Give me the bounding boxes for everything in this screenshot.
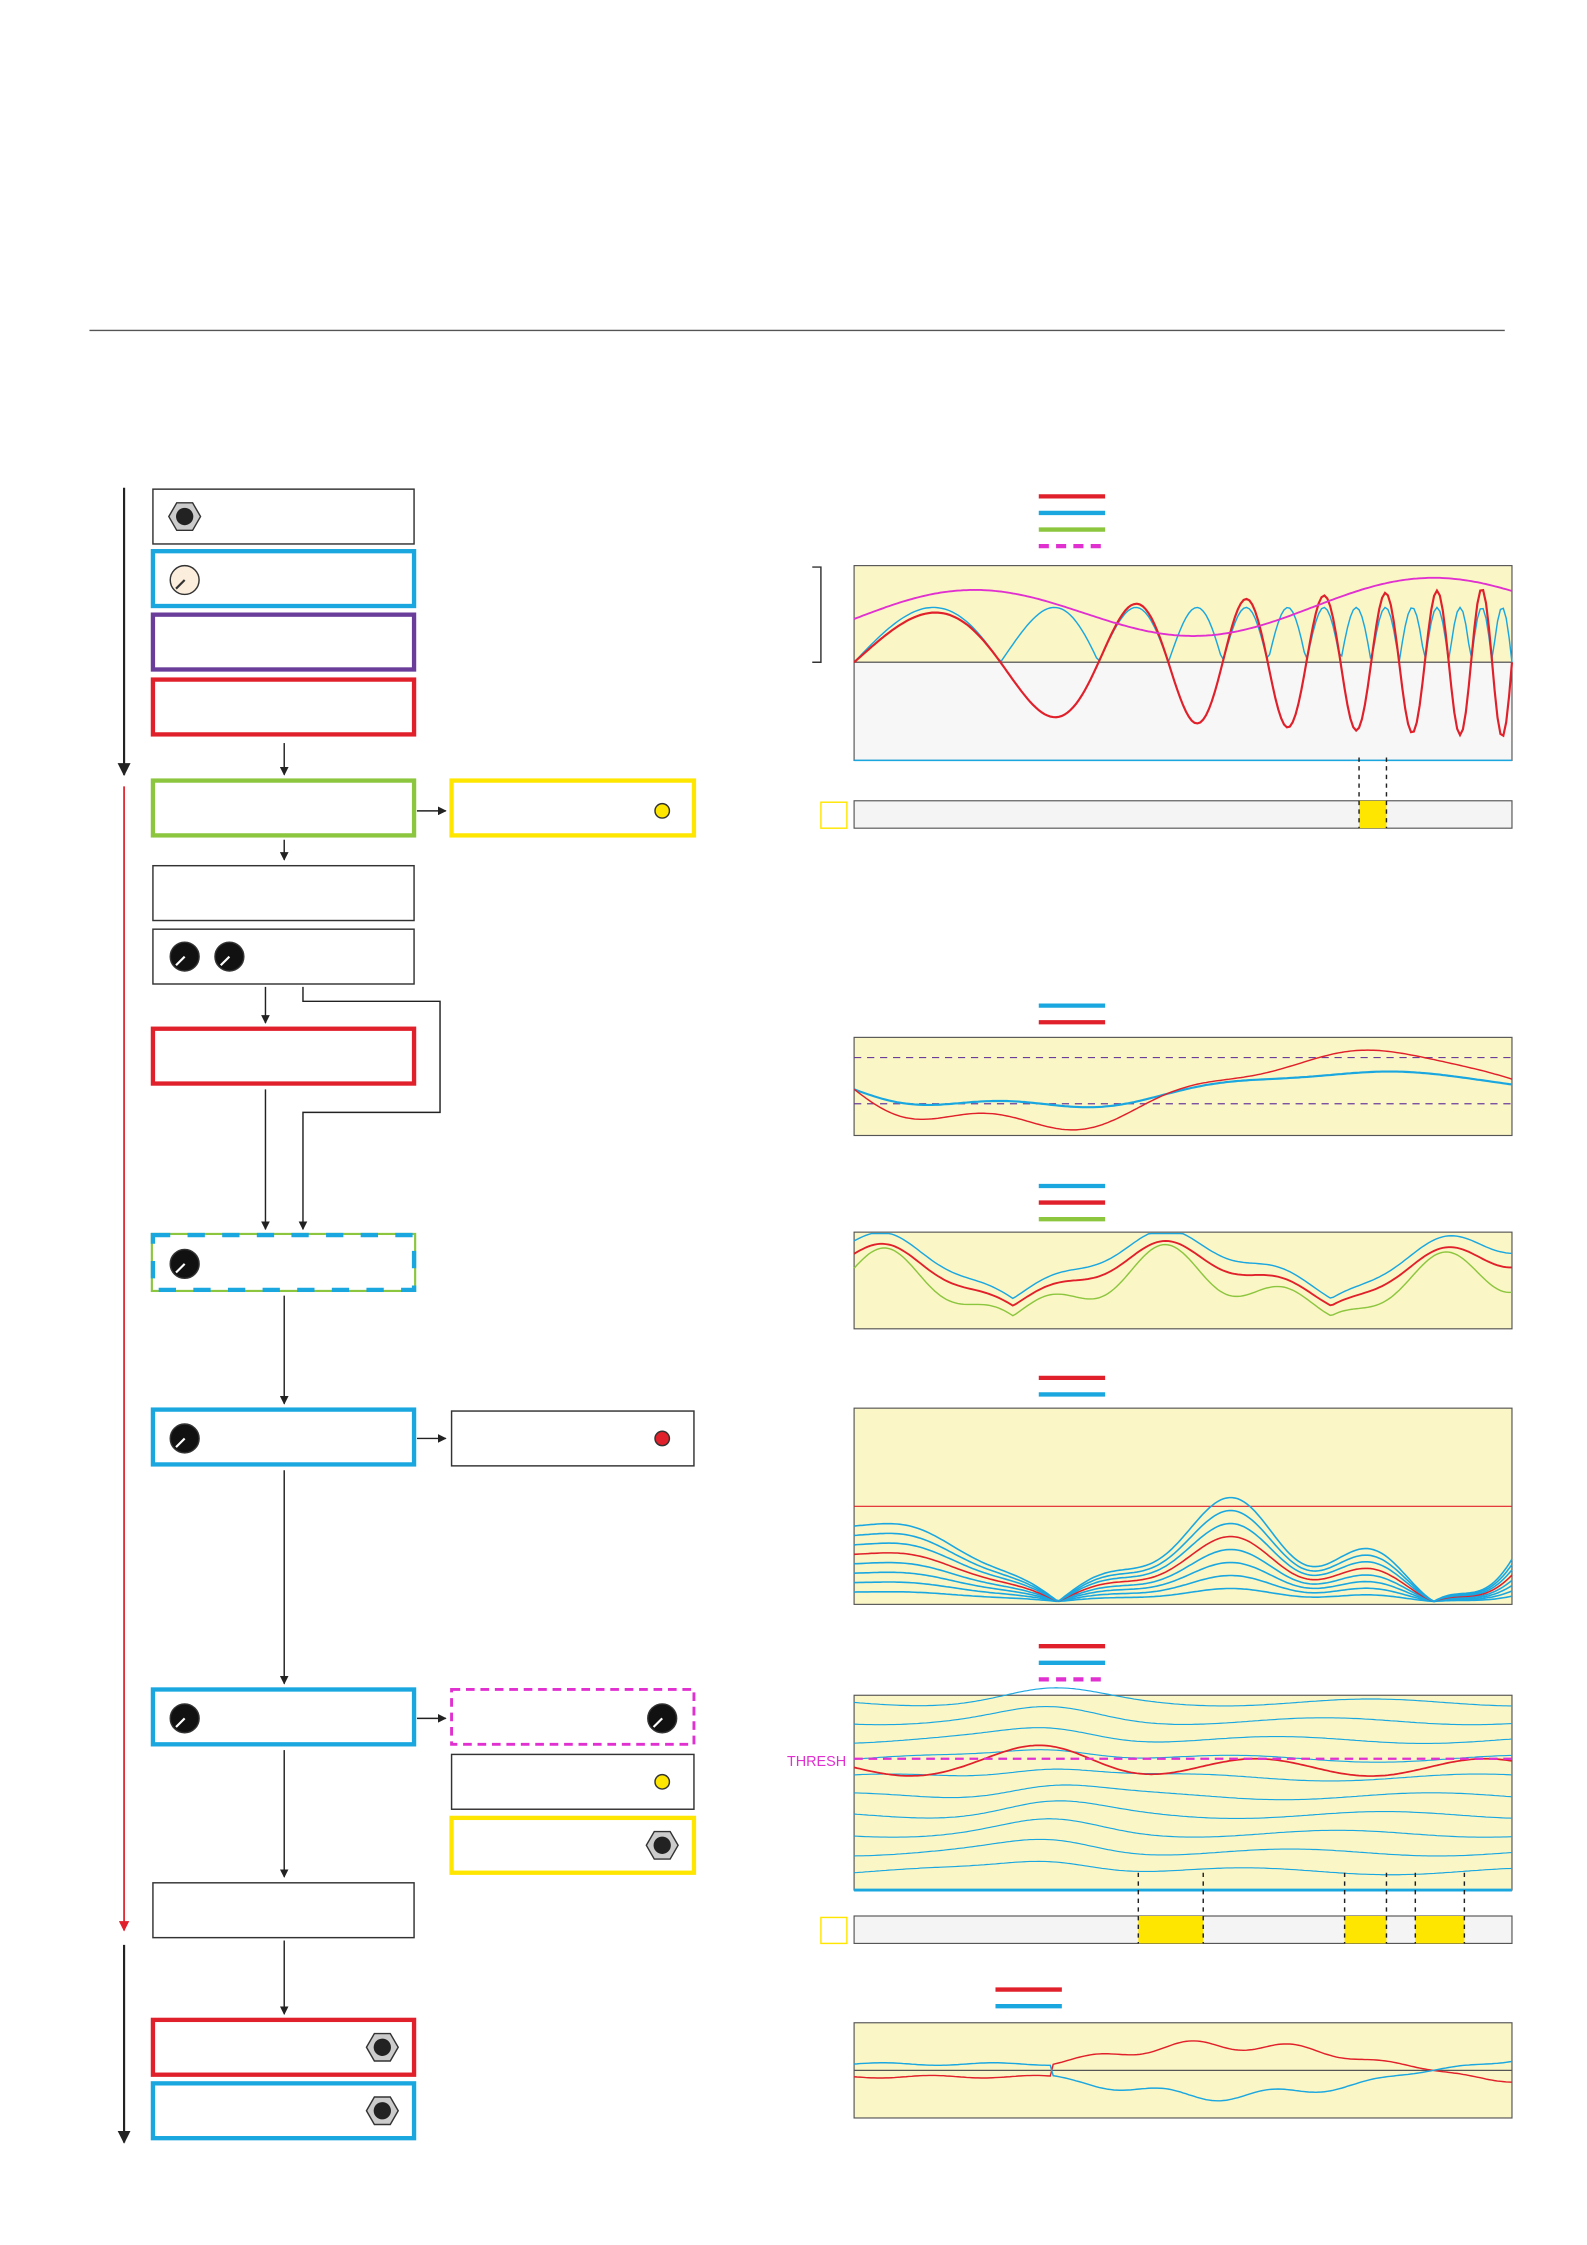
module-box <box>152 1882 415 1939</box>
module-box <box>150 1026 417 1086</box>
knob-pointer <box>652 1717 663 1728</box>
knob <box>169 1248 200 1280</box>
gate-pulse <box>1359 800 1387 829</box>
panel <box>853 1036 1513 1137</box>
knob-pointer <box>175 579 186 590</box>
panel <box>853 1694 1513 1891</box>
module-box <box>152 864 415 922</box>
knob-pointer <box>175 1717 186 1728</box>
led <box>654 802 671 819</box>
threshold-label: THRESH <box>787 1754 846 1770</box>
wave <box>854 1535 1513 1603</box>
wave <box>853 1232 1513 1300</box>
gate-strip <box>853 800 1513 829</box>
wave <box>853 1049 1513 1131</box>
boxes <box>150 488 697 2141</box>
wave <box>854 1860 1513 1876</box>
module-box <box>449 778 697 838</box>
panel <box>853 1231 1513 1330</box>
wave <box>854 2060 1513 2102</box>
wave <box>854 1705 1513 1726</box>
gate-pulse <box>1344 1916 1387 1944</box>
wave <box>854 2040 1513 2083</box>
module-box <box>450 1410 695 1467</box>
led <box>654 1773 671 1790</box>
wave <box>854 1522 1513 1603</box>
wave <box>854 1548 1513 1603</box>
wave <box>854 1587 1513 1603</box>
module-box <box>150 677 417 737</box>
knob-pointer <box>175 955 186 967</box>
gate-indicator <box>820 801 848 829</box>
wave <box>854 1509 1513 1603</box>
module-box <box>450 1753 695 1810</box>
wave <box>854 1838 1513 1857</box>
wave <box>854 1784 1513 1801</box>
jack-hole <box>373 2102 391 2120</box>
gate-indicator <box>820 1916 848 1945</box>
knob-pointer <box>219 955 231 967</box>
wave <box>854 1574 1513 1603</box>
module-box <box>150 778 417 838</box>
wave <box>853 606 1513 664</box>
panel <box>853 661 1513 761</box>
wave <box>854 1561 1513 1603</box>
bracket <box>812 566 822 663</box>
module-box <box>150 612 417 672</box>
link <box>298 986 441 1231</box>
wave <box>853 1070 1513 1109</box>
knob-pointer <box>175 1437 186 1448</box>
wave <box>853 588 1514 738</box>
wave <box>854 1800 1513 1820</box>
gate-pulse <box>1138 1916 1204 1944</box>
wave <box>854 1768 1513 1782</box>
jack-hole <box>373 2038 391 2056</box>
wave <box>854 1687 1512 1707</box>
wave <box>853 1744 1513 1777</box>
jack-hole <box>176 507 194 526</box>
wave <box>853 1243 1513 1317</box>
jack-hole <box>653 1836 671 1854</box>
wave <box>853 1240 1512 1307</box>
charts <box>812 494 1514 2119</box>
knob-pointer <box>175 1263 186 1274</box>
panel <box>853 565 1513 663</box>
wave <box>854 1749 1512 1763</box>
links <box>261 743 447 2015</box>
led <box>654 1430 671 1447</box>
wave <box>854 1496 1513 1603</box>
wave <box>853 576 1513 637</box>
wave <box>854 1727 1513 1745</box>
gate-pulse <box>1415 1916 1465 1944</box>
wave <box>854 1818 1513 1838</box>
